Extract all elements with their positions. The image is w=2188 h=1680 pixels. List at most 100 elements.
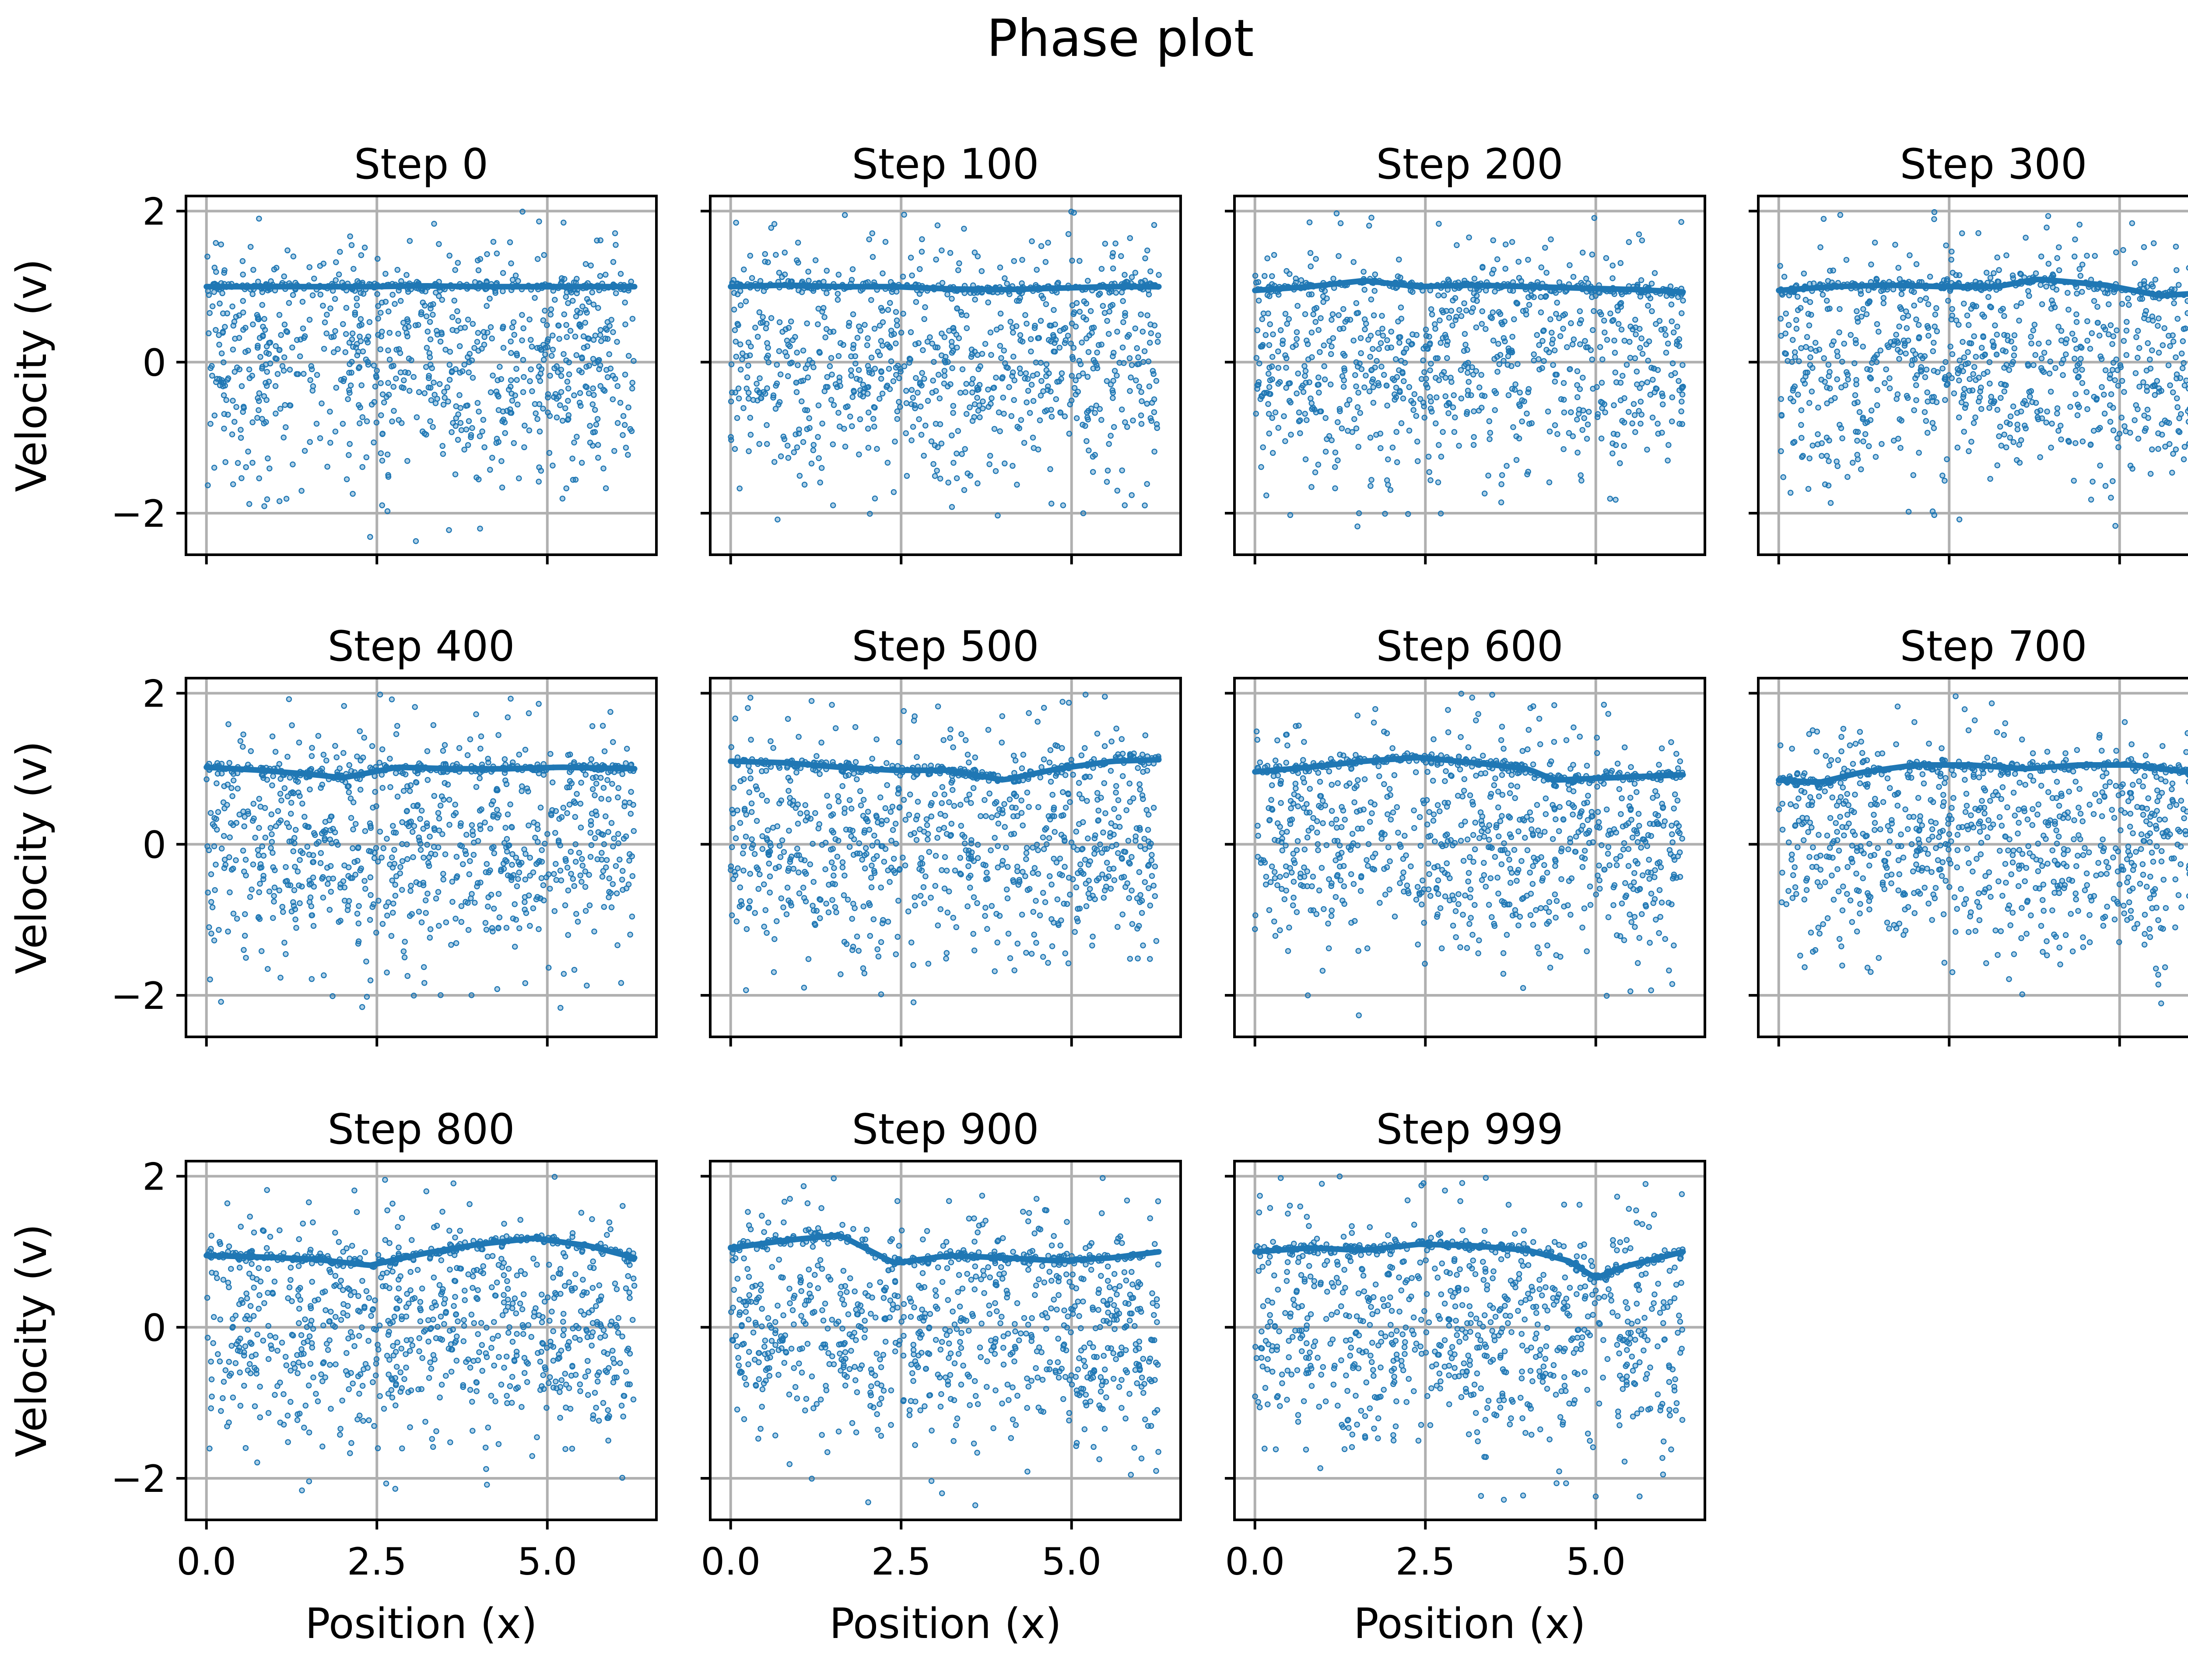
particle-point: [930, 378, 936, 384]
particle-point: [936, 395, 943, 402]
particle-point: [1499, 472, 1505, 478]
particle-point: [1922, 353, 1928, 359]
particle-point: [519, 788, 525, 794]
particle-point: [375, 315, 381, 322]
particle-point: [1892, 242, 1898, 248]
particle-point: [1862, 420, 1869, 426]
particle-point: [1056, 344, 1063, 351]
particle-point: [1825, 361, 1832, 368]
particle-point: [1602, 329, 1608, 336]
particle-point: [1679, 391, 1686, 398]
particle-point: [1073, 415, 1080, 421]
particle-point: [301, 335, 307, 341]
particle-point: [1401, 378, 1407, 384]
particle-point: [2133, 334, 2139, 340]
particle-point: [1864, 366, 1870, 372]
particle-point: [565, 887, 572, 894]
particle-point: [410, 374, 417, 380]
particle-point: [283, 951, 289, 957]
particle-point: [1140, 329, 1146, 335]
particle-point: [1798, 407, 1805, 413]
particle-point: [1313, 256, 1319, 262]
particle-point: [625, 452, 631, 458]
particle-point: [403, 272, 410, 278]
particle-point: [562, 902, 568, 909]
particle-point: [1321, 363, 1327, 369]
particle-point: [919, 370, 925, 376]
particle-point: [1478, 372, 1484, 378]
particle-point: [457, 420, 464, 426]
particle-point: [317, 860, 324, 866]
particle-point: [481, 334, 487, 340]
particle-point: [1829, 342, 1835, 348]
particle-point: [1986, 359, 1993, 365]
particle-point: [1486, 418, 1493, 424]
particle-point: [1796, 358, 1802, 364]
particle-point: [418, 919, 425, 925]
particle-point: [894, 408, 901, 415]
particle-point: [851, 388, 857, 394]
particle-point: [1609, 450, 1616, 457]
particle-point: [338, 377, 344, 383]
particle-point: [2132, 417, 2138, 424]
particle-point: [801, 481, 808, 488]
particle-point: [218, 241, 224, 248]
particle-point: [2142, 312, 2148, 318]
particle-point: [764, 422, 770, 428]
particle-point: [1151, 322, 1158, 329]
particle-point: [2011, 332, 2018, 339]
particle-point: [1336, 312, 1342, 318]
particle-point: [566, 802, 573, 808]
particle-point: [819, 420, 825, 427]
particle-point: [332, 428, 339, 435]
particle-point: [373, 930, 379, 936]
particle-point: [1827, 305, 1833, 312]
particle-point: [1432, 326, 1438, 332]
particle-point: [733, 354, 740, 360]
particle-point: [627, 931, 633, 938]
particle-point: [307, 786, 313, 793]
particle-point: [2115, 444, 2121, 450]
particle-point: [1122, 502, 1128, 508]
particle-point: [2156, 315, 2162, 322]
particle-point: [2091, 394, 2097, 400]
particle-point: [1110, 353, 1116, 360]
particle-point: [1649, 308, 1655, 315]
particle-point: [2149, 347, 2155, 354]
particle-point: [791, 449, 797, 455]
particle-point: [560, 805, 567, 811]
particle-point: [1589, 356, 1595, 363]
particle-point: [987, 329, 994, 336]
particle-point: [291, 840, 298, 847]
particle-point: [1636, 231, 1642, 238]
particle-point: [1983, 270, 1990, 276]
particle-point: [1262, 332, 1269, 338]
particle-point: [214, 780, 220, 787]
particle-point: [617, 857, 623, 863]
particle-point: [292, 826, 299, 833]
particle-point: [1304, 417, 1310, 423]
particle-point: [603, 813, 609, 819]
particle-point: [1845, 376, 1851, 383]
particle-point: [1987, 476, 1993, 482]
particle-point: [1106, 441, 1112, 447]
particle-point: [1031, 445, 1037, 451]
particle-point: [568, 289, 575, 296]
particle-point: [406, 324, 412, 330]
particle-point: [516, 861, 523, 868]
particle-point: [1961, 354, 1967, 360]
particle-point: [548, 353, 555, 359]
particle-point: [620, 432, 626, 438]
particle-point: [1308, 329, 1315, 336]
particle-point: [1820, 291, 1826, 298]
particle-point: [1558, 396, 1564, 402]
particle-point: [256, 916, 263, 922]
particle-point: [424, 777, 431, 783]
particle-point: [500, 325, 506, 332]
particle-point: [1998, 381, 2004, 387]
particle-point: [1630, 401, 1637, 407]
particle-point: [568, 849, 574, 855]
particle-point: [1374, 358, 1380, 364]
particle-point: [1045, 337, 1052, 343]
particle-point: [333, 277, 339, 284]
